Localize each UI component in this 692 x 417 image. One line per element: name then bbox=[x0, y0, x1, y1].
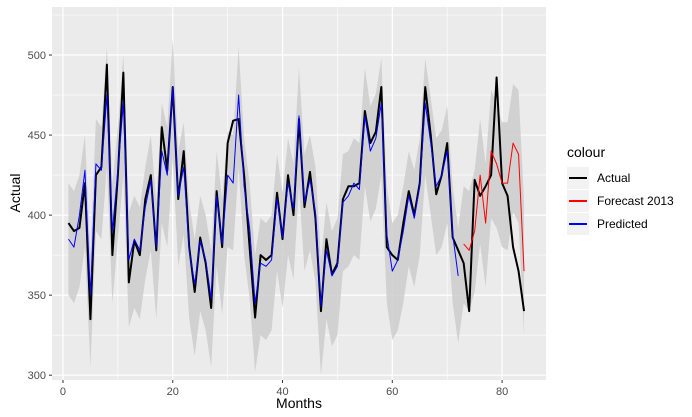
x-tick-label: 60 bbox=[386, 386, 398, 398]
legend: colour Actual Forecast 2013 Predicted bbox=[567, 144, 674, 235]
y-tick-label: 500 bbox=[28, 50, 46, 62]
legend-label-actual: Actual bbox=[597, 171, 630, 185]
y-tick-label: 400 bbox=[28, 210, 46, 222]
legend-label-forecast-2013: Forecast 2013 bbox=[597, 194, 674, 208]
legend-label-predicted: Predicted bbox=[597, 217, 648, 231]
y-axis: 300 350 400 450 500 bbox=[28, 50, 52, 382]
y-axis-title: Actual bbox=[7, 174, 23, 213]
y-tick-label: 450 bbox=[28, 130, 46, 142]
series-line-predicted bbox=[68, 86, 459, 307]
x-tick-label: 20 bbox=[167, 386, 179, 398]
x-tick-label: 40 bbox=[276, 386, 288, 398]
x-tick-label: 0 bbox=[60, 386, 66, 398]
legend-items: Actual Forecast 2013 Predicted bbox=[567, 167, 674, 235]
prediction-interval-ribbon bbox=[68, 39, 525, 376]
prediction-ribbon bbox=[68, 39, 525, 376]
y-tick-label: 300 bbox=[28, 370, 46, 382]
series-line-forecast-2013 bbox=[463, 142, 525, 272]
series-lines bbox=[67, 63, 526, 321]
legend-title: colour bbox=[567, 144, 605, 160]
x-axis-title: Months bbox=[276, 395, 322, 411]
x-tick-label: 80 bbox=[496, 386, 508, 398]
y-tick-label: 350 bbox=[28, 290, 46, 302]
x-axis: 0 20 40 60 80 bbox=[60, 380, 508, 398]
